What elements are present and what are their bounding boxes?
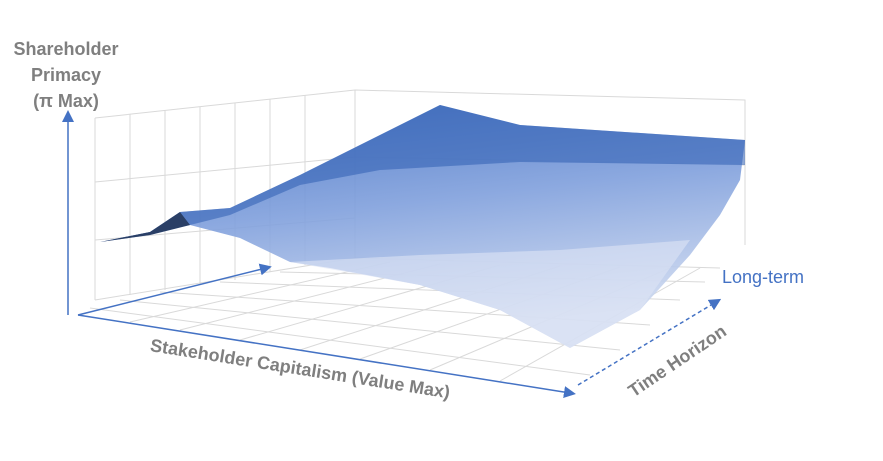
time-arrow [577, 298, 722, 386]
z-label: (π Max) [33, 91, 99, 111]
surface [100, 105, 745, 348]
y-label: Time Horizon [625, 321, 730, 401]
x-label: Stakeholder Capitalism (Value Max) [149, 335, 452, 402]
annotation: Long-term [722, 267, 804, 287]
z-label: Shareholder [13, 39, 118, 59]
y-axis [77, 263, 272, 316]
x-axis [77, 314, 576, 398]
z-label: Primacy [31, 65, 101, 85]
